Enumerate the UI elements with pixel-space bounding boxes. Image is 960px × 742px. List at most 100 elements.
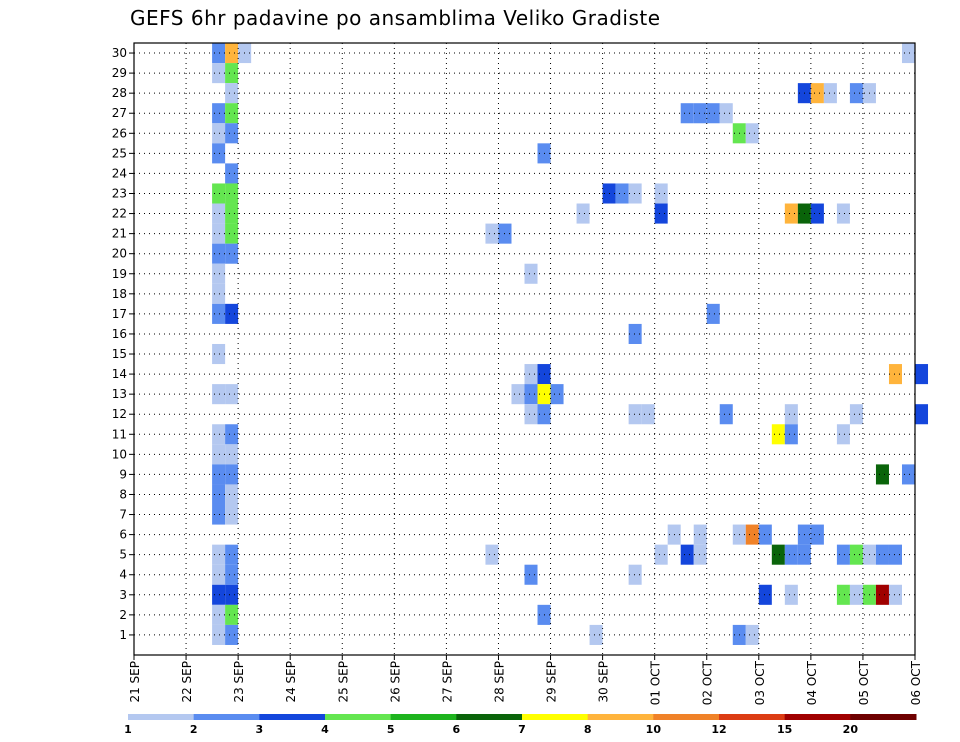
y-tick-label: 13 (112, 387, 127, 401)
precip-cell-m4 (225, 564, 239, 585)
precip-cell-m22 (784, 203, 798, 224)
precip-cell-m28 (225, 83, 239, 104)
precip-cell-m22 (212, 203, 226, 224)
precip-cell-m3 (758, 584, 772, 605)
colorbar-label: 6 (453, 723, 461, 736)
y-tick-label: 20 (112, 247, 127, 261)
precip-cell-m1 (225, 624, 239, 645)
precip-cell-m6 (745, 524, 759, 545)
precip-cell-m1 (745, 624, 759, 645)
precip-cell-m23 (628, 183, 642, 204)
colorbar-label: 15 (777, 723, 792, 736)
precip-cell-m22 (810, 203, 824, 224)
colorbar-segment (193, 714, 260, 720)
y-tick-label: 7 (119, 508, 127, 522)
colorbar-label: 5 (387, 723, 395, 736)
precip-cell-m13 (524, 384, 538, 405)
precip-cell-m1 (212, 624, 226, 645)
x-tick-label: 25 SEP (336, 661, 350, 703)
colorbar-segment (719, 714, 786, 720)
precip-cell-m10 (225, 444, 239, 465)
y-tick-label: 18 (112, 287, 127, 301)
precip-cell-m22 (654, 203, 668, 224)
precip-cell-m13 (550, 384, 564, 405)
x-tick-label: 28 SEP (492, 661, 506, 703)
precip-cell-m11 (225, 424, 239, 445)
y-tick-label: 16 (112, 327, 127, 341)
chart-title: GEFS 6hr padavine po ansamblima Veliko G… (130, 6, 661, 30)
precip-cell-m8 (225, 484, 239, 505)
colorbar-segment (128, 714, 195, 720)
precip-cell-m27 (212, 103, 226, 124)
precip-cell-m27 (693, 103, 707, 124)
precip-cell-m14 (888, 364, 902, 385)
precip-cell-m25 (212, 143, 226, 164)
precip-cell-m28 (810, 83, 824, 104)
y-tick-label: 4 (119, 568, 127, 582)
precip-cell-m22 (576, 203, 590, 224)
colorbar-label: 8 (584, 723, 592, 736)
precip-cell-m12 (628, 404, 642, 425)
precip-cell-m1 (589, 624, 603, 645)
precip-cell-m28 (849, 83, 863, 104)
y-tick-label: 9 (119, 467, 127, 481)
precip-cell-m6 (758, 524, 772, 545)
precip-cell-m3 (888, 584, 902, 605)
x-tick-label: 06 OCT (909, 660, 923, 705)
precip-cell-m27 (706, 103, 720, 124)
colorbar-segment (784, 714, 851, 720)
colorbar-label: 12 (711, 723, 726, 736)
precip-cell-m12 (641, 404, 655, 425)
precip-cell-m29 (225, 63, 239, 84)
precip-cell-m2 (225, 604, 239, 625)
colorbar-label: 10 (646, 723, 662, 736)
colorbar-segment (259, 714, 326, 720)
precip-cell-m18 (212, 283, 226, 304)
precip-cell-m8 (212, 484, 226, 505)
y-tick-label: 28 (112, 86, 127, 100)
precip-cell-m12 (784, 404, 798, 425)
precip-cell-m5 (225, 544, 239, 565)
precip-cell-m4 (524, 564, 538, 585)
precip-cell-m21 (212, 223, 226, 244)
x-tick-label: 29 SEP (545, 661, 559, 703)
precip-cell-m29 (212, 63, 226, 84)
colorbar-segment (456, 714, 523, 720)
precip-cell-m17 (225, 303, 239, 324)
colorbar-label: 20 (843, 723, 859, 736)
y-tick-label: 11 (112, 427, 127, 441)
colorbar-segment (522, 714, 589, 720)
precip-cell-m5 (888, 544, 902, 565)
precip-cell-m30 (212, 43, 226, 64)
precip-cell-m12 (524, 404, 538, 425)
x-tick-label: 23 SEP (232, 661, 246, 703)
precip-cell-m4 (628, 564, 642, 585)
precip-cell-m27 (680, 103, 694, 124)
y-tick-label: 24 (112, 166, 127, 180)
precip-cell-m28 (823, 83, 837, 104)
precip-cell-m3 (849, 584, 863, 605)
x-tick-label: 27 SEP (440, 661, 454, 703)
y-tick-label: 19 (112, 267, 127, 281)
y-tick-label: 30 (112, 46, 127, 60)
precip-cell-m17 (706, 303, 720, 324)
y-tick-label: 5 (119, 548, 127, 562)
precip-cell-m7 (225, 504, 239, 525)
y-tick-label: 6 (119, 528, 127, 542)
precip-cell-m5 (654, 544, 668, 565)
precip-cell-m7 (212, 504, 226, 525)
y-tick-label: 25 (112, 146, 127, 160)
precip-cell-m14 (915, 364, 929, 385)
precip-cell-m19 (212, 263, 226, 284)
precip-cell-m11 (771, 424, 785, 445)
precip-cell-m4 (212, 564, 226, 585)
y-tick-label: 12 (112, 407, 127, 421)
y-tick-label: 23 (112, 186, 127, 200)
y-tick-label: 15 (112, 347, 127, 361)
colorbar-label: 7 (518, 723, 526, 736)
precip-cell-m13 (225, 384, 239, 405)
precip-cell-m5 (693, 544, 707, 565)
y-tick-label: 1 (119, 628, 127, 642)
precip-cell-m2 (212, 604, 226, 625)
colorbar-segment (325, 714, 392, 720)
